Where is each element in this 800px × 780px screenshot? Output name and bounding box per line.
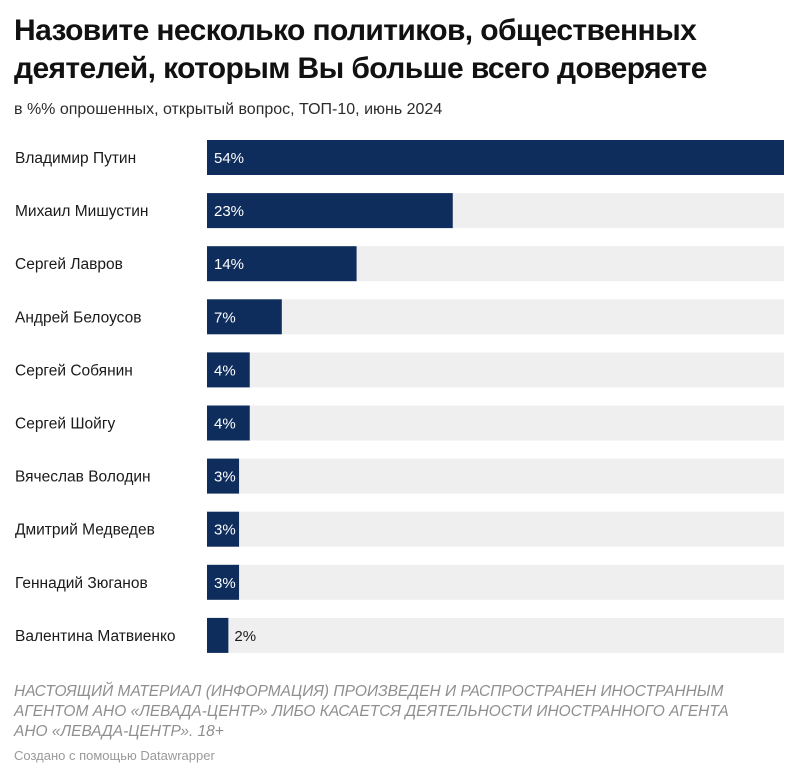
chart-title: Назовите несколько политиков, общественн…: [14, 14, 707, 85]
category-label: Валентина Матвиенко: [15, 628, 176, 645]
value-label: 3%: [214, 575, 236, 592]
bar-track: [207, 458, 784, 494]
bar-track: [207, 352, 784, 388]
bar: [207, 193, 453, 229]
category-label: Михаил Мишустин: [15, 203, 148, 220]
bar: [207, 246, 357, 282]
bar: [207, 405, 250, 441]
category-label: Сергей Шойгу: [15, 416, 115, 433]
category-label: Сергей Собянин: [15, 362, 133, 379]
foreign-agent-notice: НАСТОЯЩИЙ МАТЕРИАЛ (ИНФОРМАЦИЯ) ПРОИЗВЕД…: [14, 683, 729, 740]
value-label: 23%: [214, 203, 244, 220]
value-label: 54%: [214, 150, 244, 167]
category-label: Дмитрий Медведев: [15, 522, 155, 539]
bar: [207, 458, 240, 494]
bar: [207, 352, 250, 388]
category-label: Вячеслав Володин: [15, 469, 151, 486]
bar-track: [207, 405, 784, 441]
bar: [207, 511, 240, 547]
datawrapper-credit: Создано с помощью Datawrapper: [14, 748, 215, 763]
value-label: 4%: [214, 362, 236, 379]
category-label: Андрей Белоусов: [15, 309, 141, 326]
category-label: Геннадий Зюганов: [15, 575, 148, 592]
chart-subtitle: в %% опрошенных, открытый вопрос, ТОП-10…: [14, 101, 443, 118]
bar-track: [207, 617, 784, 653]
bar: [207, 617, 229, 653]
bar-chart: Владимир Путин 54% Михаил Мишустин 23% Серге…: [15, 140, 784, 653]
bar: [207, 564, 240, 600]
bar-track: [207, 299, 784, 335]
value-label: 14%: [214, 256, 244, 273]
value-label: 4%: [214, 416, 236, 433]
category-label: Сергей Лавров: [15, 256, 123, 273]
value-label: 2%: [234, 628, 256, 645]
category-label: Владимир Путин: [15, 150, 136, 167]
value-label: 3%: [214, 469, 236, 486]
bar-track: [207, 564, 784, 600]
bar-track: [207, 511, 784, 547]
value-label: 3%: [214, 522, 236, 539]
bar: [207, 299, 282, 335]
bar: [207, 140, 784, 175]
value-label: 7%: [214, 309, 236, 326]
